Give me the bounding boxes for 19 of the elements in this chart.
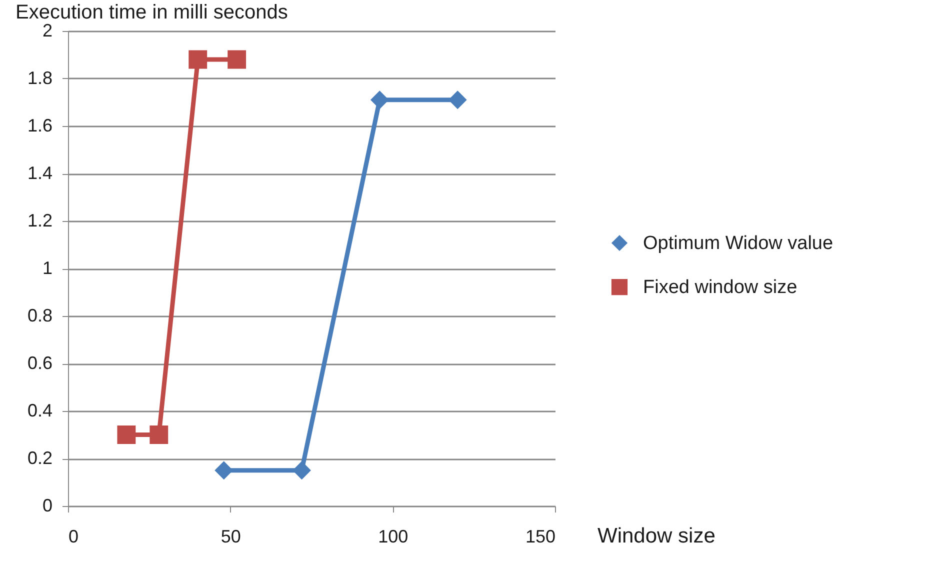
y-tick-label: 1.4	[27, 163, 52, 183]
y-tick-label: 0.8	[27, 306, 52, 326]
legend-label: Fixed window size	[643, 277, 798, 298]
y-tick-label: 1.6	[27, 116, 52, 136]
legend-label: Optimum Widow value	[643, 233, 834, 254]
y-tick-label: 1	[42, 258, 52, 278]
x-tick-label: 150	[525, 526, 556, 546]
x-tick-label: 0	[68, 526, 79, 546]
y-tick-label: 0	[42, 496, 52, 516]
y-tick-label: 0.6	[27, 353, 52, 373]
x-tick-label: 50	[220, 526, 241, 546]
y-tick-label: 1.8	[27, 68, 52, 88]
y-tick-label: 0.2	[27, 448, 52, 468]
x-axis-title: Window size	[598, 524, 716, 548]
y-tick-label: 0.4	[27, 400, 52, 420]
y-tick-label: 1.2	[27, 210, 52, 230]
x-tick-label: 100	[378, 526, 408, 546]
y-tick-label: 2	[42, 20, 52, 40]
y-axis-title: Execution time in milli seconds	[16, 2, 288, 24]
